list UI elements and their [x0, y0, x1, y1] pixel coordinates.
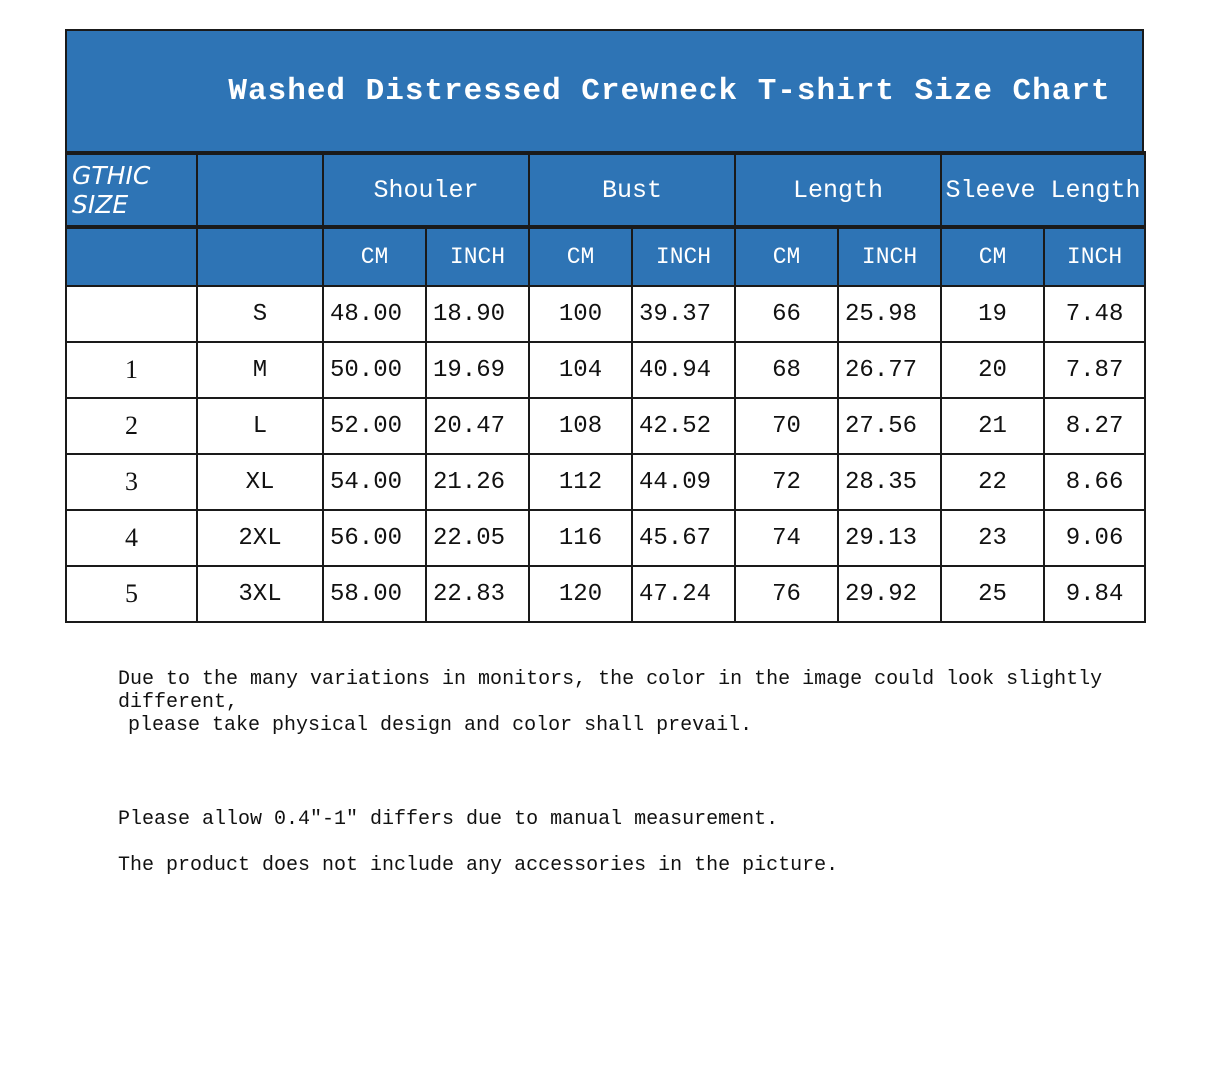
size-cell: 2XL	[196, 509, 324, 567]
value-cell: 20.47	[425, 397, 530, 455]
row-index: 5	[65, 565, 198, 623]
value-cell: 68	[734, 341, 840, 399]
unit-header: INCH	[837, 225, 943, 287]
value-cell: 54.00	[322, 453, 427, 511]
note-line: Due to the many variations in monitors, …	[118, 668, 1103, 714]
unit-header: INCH	[1043, 225, 1147, 287]
table-row: 4 2XL 56.00 22.05 116 45.67 74 29.13 23 9.06	[65, 509, 1147, 567]
value-cell: 120	[528, 565, 633, 623]
header-shoulder: Shouler	[322, 151, 530, 228]
notes: Due to the many variations in monitors, …	[118, 668, 1214, 877]
table-row: 5 3XL 58.00 22.83 120 47.24 76 29.92 25 9.84	[65, 565, 1147, 623]
size-cell: L	[196, 397, 324, 455]
value-cell: 42.52	[630, 397, 737, 455]
unit-header: CM	[734, 225, 840, 287]
row-index	[65, 285, 198, 343]
row-index: 3	[65, 453, 198, 511]
header-blank	[65, 225, 198, 287]
table-row: S 48.00 18.90 100 39.37 66 25.98 19 7.48	[65, 285, 1147, 343]
size-cell: 3XL	[196, 565, 324, 623]
value-cell: 44.09	[630, 453, 737, 511]
value-cell: 116	[528, 509, 633, 567]
value-cell: 74	[734, 509, 840, 567]
value-cell: 47.24	[630, 565, 737, 623]
value-cell: 25	[940, 565, 1046, 623]
size-chart: Washed Distressed Crewneck T-shirt Size …	[65, 29, 1147, 623]
value-cell: 20	[940, 341, 1046, 399]
value-cell: 21	[940, 397, 1046, 455]
value-cell: 23	[940, 509, 1046, 567]
value-cell: 19	[940, 285, 1046, 343]
header-row-groups: GTHIC SIZE Shouler Bust Length Sleeve Le…	[65, 151, 1147, 228]
table-row: 3 XL 54.00 21.26 112 44.09 72 28.35 22 8.66	[65, 453, 1147, 511]
header-row-units: CM INCH CM INCH CM INCH CM INCH	[65, 225, 1147, 287]
header-label: GTHIC SIZE	[65, 151, 198, 228]
value-cell: 29.92	[837, 565, 943, 623]
value-cell: 21.26	[425, 453, 530, 511]
value-cell: 39.37	[630, 285, 737, 343]
value-cell: 56.00	[322, 509, 427, 567]
unit-header: INCH	[630, 225, 737, 287]
note-line: please take physical design and color sh…	[128, 714, 753, 737]
value-cell: 9.84	[1043, 565, 1147, 623]
table-row: 1 M 50.00 19.69 104 40.94 68 26.77 20 7.87	[65, 341, 1147, 399]
size-cell: M	[196, 341, 324, 399]
value-cell: 50.00	[322, 341, 427, 399]
value-cell: 22.05	[425, 509, 530, 567]
value-cell: 22	[940, 453, 1046, 511]
value-cell: 40.94	[630, 341, 737, 399]
note-line: The product does not include any accesso…	[118, 854, 839, 877]
value-cell: 22.83	[425, 565, 530, 623]
value-cell: 18.90	[425, 285, 530, 343]
value-cell: 27.56	[837, 397, 943, 455]
unit-header: CM	[940, 225, 1046, 287]
value-cell: 28.35	[837, 453, 943, 511]
row-index: 4	[65, 509, 198, 567]
value-cell: 52.00	[322, 397, 427, 455]
size-table: GTHIC SIZE Shouler Bust Length Sleeve Le…	[65, 151, 1147, 623]
header-blank	[196, 151, 324, 228]
size-cell: XL	[196, 453, 324, 511]
row-index: 2	[65, 397, 198, 455]
value-cell: 7.48	[1043, 285, 1147, 343]
row-index: 1	[65, 341, 198, 399]
size-cell: S	[196, 285, 324, 343]
value-cell: 70	[734, 397, 840, 455]
unit-header: CM	[528, 225, 633, 287]
value-cell: 9.06	[1043, 509, 1147, 567]
value-cell: 72	[734, 453, 840, 511]
header-sleeve-length: Sleeve Length	[940, 151, 1147, 228]
value-cell: 76	[734, 565, 840, 623]
value-cell: 100	[528, 285, 633, 343]
header-length: Length	[734, 151, 943, 228]
value-cell: 29.13	[837, 509, 943, 567]
value-cell: 104	[528, 341, 633, 399]
value-cell: 7.87	[1043, 341, 1147, 399]
chart-title: Washed Distressed Crewneck T-shirt Size …	[65, 29, 1144, 151]
value-cell: 8.27	[1043, 397, 1147, 455]
header-blank	[196, 225, 324, 287]
value-cell: 112	[528, 453, 633, 511]
value-cell: 19.69	[425, 341, 530, 399]
value-cell: 45.67	[630, 509, 737, 567]
header-bust: Bust	[527, 151, 737, 228]
value-cell: 25.98	[837, 285, 943, 343]
unit-header: INCH	[425, 225, 530, 287]
value-cell: 66	[734, 285, 840, 343]
value-cell: 26.77	[837, 341, 943, 399]
value-cell: 58.00	[322, 565, 427, 623]
value-cell: 48.00	[322, 285, 427, 343]
table-row: 2 L 52.00 20.47 108 42.52 70 27.56 21 8.27	[65, 397, 1147, 455]
value-cell: 108	[528, 397, 633, 455]
value-cell: 8.66	[1043, 453, 1147, 511]
note-line: Please allow 0.4"-1" differs due to manu…	[118, 808, 779, 831]
unit-header: CM	[322, 225, 427, 287]
